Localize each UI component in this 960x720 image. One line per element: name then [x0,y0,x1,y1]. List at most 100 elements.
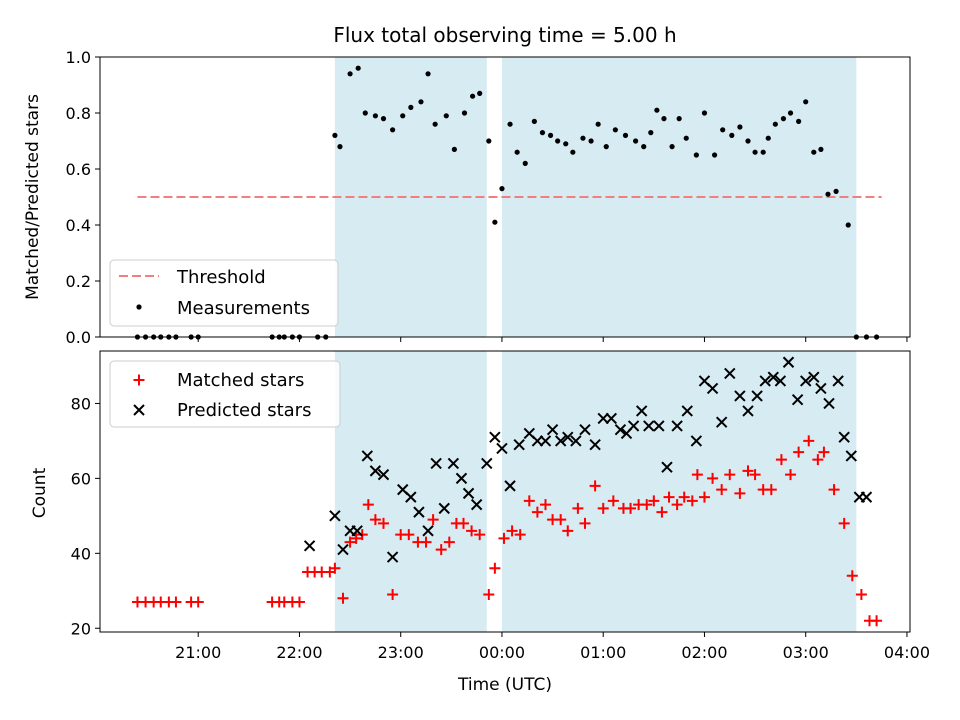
measurement-point [787,110,794,116]
matched-star-point [170,596,182,608]
predicted-star-point [614,423,627,436]
measurement-point [622,132,629,138]
predicted-star-point [337,543,349,556]
matched-star-point [812,454,824,466]
matched-star-point [443,536,455,548]
predicted-star-point [661,461,673,473]
top-legend: Threshold Measurements [109,259,339,327]
measurement-point [845,222,851,228]
matched-star-point [716,484,728,496]
measurement-point [693,152,699,158]
top-y-tick-label: 1.0 [66,48,91,67]
measurement-point [425,71,431,77]
measurement-point [547,132,554,138]
bottom-x-tick-label: 02:00 [681,643,727,662]
matched-star-point [562,525,574,537]
bottom-x-tick-label: 03:00 [783,643,829,662]
measurement-point [563,141,569,147]
matched-star-point [435,544,447,556]
matched-star-point [293,596,305,608]
matched-star-point [785,469,797,481]
measurement-point [418,99,424,105]
top-y-axis-label: Matched/Predicted stars [23,94,43,300]
measurement-point [477,90,483,96]
bottom-x-tick-label: 04:00 [884,643,930,662]
predicted-star-point [715,416,728,428]
top-axes-frame [99,56,911,338]
matched-star-point [589,480,601,492]
matched-star-point [489,562,501,574]
predicted-star-point [791,393,804,406]
predicted-star-point [455,472,468,485]
matched-star-point [523,495,535,507]
predicted-star-point [706,382,719,395]
legend-predicted-swatch [133,404,145,416]
predicted-star-point [845,450,857,462]
predicted-star-point [815,382,827,395]
predicted-star-point [800,375,812,387]
matched-star-point [803,435,815,447]
measurement-point [347,71,353,77]
predicted-star-point [369,465,382,477]
measurement-point [580,135,586,141]
matched-star-point [734,487,746,499]
bottom-y-tick-label: 20 [71,619,91,638]
matched-star-point [483,589,495,601]
matched-star-point [597,502,609,514]
predicted-star-point [562,431,574,443]
measurement-point [737,124,743,130]
measurement-point [432,121,438,127]
legend-measurements-label: Measurements [177,298,310,319]
matched-star-point [663,491,675,503]
matched-star-point [514,529,526,541]
predicted-star-point [597,412,609,425]
predicted-star-point [635,405,648,417]
measurement-point [711,152,718,158]
measurement-point [400,113,406,119]
measurement-point [669,144,675,150]
legend-measurements-swatch [136,304,142,310]
matched-star-point [531,506,543,518]
bottom-x-tick-label: 22:00 [276,643,322,662]
measurement-point [588,138,594,144]
measurement-point [380,116,387,122]
measurement-point [531,118,537,124]
measurement-point [825,191,831,197]
matched-star-point [686,495,698,507]
bottom-x-tick-label: 01:00 [580,643,626,662]
bottom-legend: Matched stars Predicted stars [109,360,341,428]
measurement-point [461,110,468,116]
legend-predicted-label: Predicted stars [177,400,311,421]
matched-star-point [775,454,787,466]
matched-star-point [498,532,510,544]
bottom-panel: 20 40 60 80 21:00 22:00 23:00 00:00 01:00 02:00 03… [71,350,930,662]
measurement-point [648,130,654,136]
legend-matched-label: Matched stars [177,370,304,391]
x-axis-label: Time (UTC) [457,675,552,695]
predicted-star-point [643,420,655,432]
measurement-point [603,144,609,150]
measurement-point [772,121,778,127]
predicted-star-point [329,510,341,522]
measurement-point [833,188,839,194]
matched-star-point [691,469,703,481]
predicted-star-point [361,450,374,462]
predicted-star-point [539,435,552,447]
measurement-point [362,110,368,116]
measurement-point [641,144,647,150]
top-legend-box [109,259,339,327]
predicted-star-point [823,397,835,410]
predicted-star-point [742,405,754,417]
matched-star-point [724,469,736,481]
predicted-star-point [734,390,746,402]
predicted-star-point [671,420,683,432]
predicted-star-point [860,491,873,503]
predicted-star-point [430,457,442,470]
matched-star-point [793,446,805,458]
measurement-point [337,144,343,150]
measurement-point [570,149,576,155]
predicted-star-point [513,438,525,451]
bottom-shaded-span-1 [501,351,857,632]
matched-star-point [855,589,867,601]
matched-star-point [403,529,415,541]
